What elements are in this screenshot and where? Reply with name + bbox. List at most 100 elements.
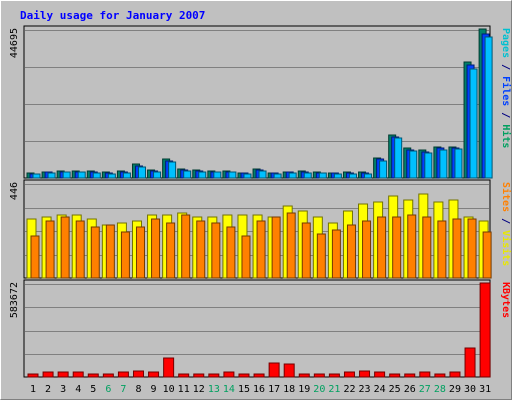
x-tick-label-17: 17 <box>268 384 280 395</box>
bar-kbytes-1 <box>27 373 39 378</box>
panel-kbytes: 583672 KBytes <box>9 279 511 378</box>
bar-kbytes-8 <box>132 370 144 378</box>
bar-pages-11 <box>183 170 192 179</box>
bar-kbytes-29 <box>449 371 461 378</box>
bar-pages-1 <box>32 173 41 179</box>
bar-pages-4 <box>77 171 86 179</box>
bar-pages-26 <box>409 150 418 179</box>
bar-sites-12 <box>196 220 206 279</box>
bar-kbytes-18 <box>283 363 295 378</box>
bar-pages-14 <box>228 171 237 179</box>
panel-requests-ymax-label: 44695 <box>9 28 20 58</box>
bar-sites-22 <box>346 224 356 279</box>
bar-kbytes-31 <box>479 282 491 378</box>
bar-sites-25 <box>392 216 402 279</box>
bar-kbytes-26 <box>404 373 416 378</box>
bar-pages-21 <box>333 173 342 179</box>
x-tick-label-1: 1 <box>30 384 36 395</box>
bar-kbytes-21 <box>328 373 340 378</box>
bar-kbytes-2 <box>42 371 54 378</box>
bar-sites-20 <box>316 233 326 279</box>
bar-sites-29 <box>452 218 462 279</box>
panel-requests-series-label-part-3: / <box>500 106 511 124</box>
bar-sites-3 <box>60 216 70 279</box>
bar-kbytes-17 <box>268 362 280 378</box>
bar-sites-19 <box>301 222 311 279</box>
panel-requests-series-label: Pages / Files / Hits <box>500 28 512 148</box>
bar-sites-14 <box>226 226 236 279</box>
x-tick-label-22: 22 <box>343 384 355 395</box>
panel-requests-series-label-part-0: Pages <box>500 28 511 58</box>
x-axis: 1 2 3 4 5 6 7 8 9 10 11 12 13 14 15 16 17 18 19 20 21 22 23 24 2… <box>30 384 491 395</box>
x-tick-label-16: 16 <box>253 384 265 395</box>
series-sites <box>30 212 492 279</box>
bar-sites-31 <box>482 231 492 279</box>
bar-sites-9 <box>151 218 161 279</box>
bar-pages-17 <box>273 173 282 179</box>
panel-sites-ymax-label: 446 <box>9 182 20 200</box>
bar-kbytes-5 <box>87 373 99 378</box>
bar-kbytes-7 <box>117 371 129 378</box>
bar-kbytes-14 <box>223 371 235 378</box>
panel-requests-series-label-part-1: / <box>500 58 511 76</box>
bar-pages-8 <box>137 166 146 179</box>
x-tick-label-14: 14 <box>223 384 235 395</box>
bar-pages-6 <box>107 173 116 179</box>
bar-sites-18 <box>286 212 296 279</box>
bar-pages-24 <box>379 160 388 179</box>
bar-kbytes-15 <box>238 373 250 378</box>
bar-sites-28 <box>437 220 447 279</box>
bar-kbytes-16 <box>253 373 265 378</box>
x-tick-label-11: 11 <box>178 384 190 395</box>
bar-sites-16 <box>256 220 266 279</box>
series-kbytes <box>27 282 491 378</box>
panel-kbytes-frame <box>23 279 491 378</box>
x-tick-label-28: 28 <box>434 384 446 395</box>
bar-kbytes-4 <box>72 371 84 378</box>
bar-kbytes-30 <box>464 347 476 378</box>
chart-panels: 44695 Pages / Files / Hits 446 Sites / Visi… <box>9 25 512 378</box>
bar-pages-31 <box>484 36 493 179</box>
bar-sites-11 <box>181 214 191 279</box>
bar-kbytes-20 <box>313 373 325 378</box>
bar-sites-15 <box>241 235 251 279</box>
x-tick-label-7: 7 <box>120 384 126 395</box>
bar-pages-9 <box>153 171 162 179</box>
bar-pages-16 <box>258 170 267 179</box>
bar-pages-10 <box>168 161 177 179</box>
x-tick-label-3: 3 <box>60 384 66 395</box>
bar-pages-30 <box>469 68 478 179</box>
x-tick-label-27: 27 <box>419 384 431 395</box>
x-tick-label-2: 2 <box>45 384 51 395</box>
bar-sites-26 <box>407 214 417 279</box>
panel-kbytes-series-label-part-0: KBytes <box>500 282 511 318</box>
bar-kbytes-11 <box>178 373 190 378</box>
x-tick-label-29: 29 <box>449 384 461 395</box>
bar-sites-13 <box>211 222 221 279</box>
panel-requests-series-label-part-4: Hits <box>500 124 512 148</box>
panel-kbytes-ymax-label: 583672 <box>9 282 20 318</box>
bar-sites-8 <box>135 226 145 279</box>
bar-kbytes-23 <box>359 370 371 378</box>
x-tick-label-25: 25 <box>389 384 401 395</box>
x-tick-label-12: 12 <box>193 384 205 395</box>
bar-pages-18 <box>288 172 297 179</box>
bar-pages-20 <box>318 172 327 179</box>
bar-kbytes-13 <box>208 373 220 378</box>
bar-sites-1 <box>30 235 40 279</box>
bar-kbytes-24 <box>374 371 386 378</box>
bar-sites-24 <box>377 216 387 279</box>
x-tick-label-20: 20 <box>313 384 325 395</box>
bar-pages-29 <box>454 148 463 179</box>
bar-pages-23 <box>364 173 373 179</box>
bar-sites-5 <box>90 226 100 279</box>
x-tick-label-4: 4 <box>75 384 81 395</box>
bar-pages-27 <box>424 152 433 179</box>
panel-sites-series-label-part-2: Visits <box>500 230 512 266</box>
bar-pages-22 <box>348 173 357 179</box>
bar-kbytes-28 <box>434 373 446 378</box>
x-tick-label-6: 6 <box>105 384 111 395</box>
x-tick-label-9: 9 <box>151 384 157 395</box>
